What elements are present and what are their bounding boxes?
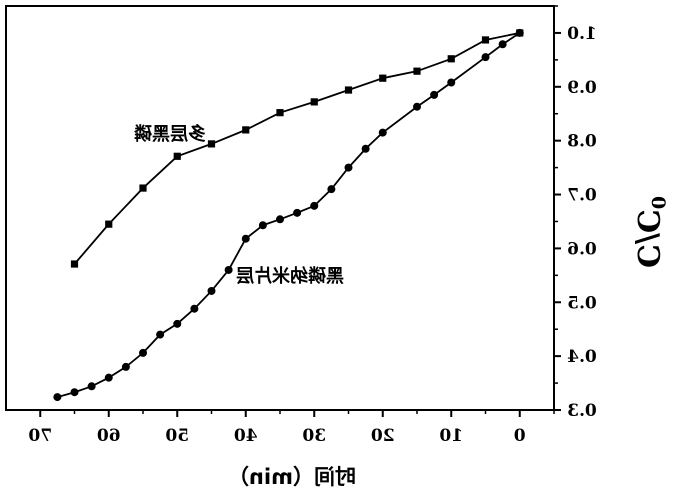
series-1-point — [378, 128, 387, 137]
series-0-point — [379, 74, 387, 82]
series-1-point — [70, 388, 79, 397]
series-1-point — [121, 362, 130, 371]
x-axis-ticks: 70 60 50 40 30 20 10 0 — [28, 410, 555, 446]
series-line-0 — [73, 32, 520, 265]
y-axis-ticks: 0.3 0.4 0.5 0.6 0.7 0.8 0.9 1.0 — [554, 5, 597, 421]
series-1-point — [327, 185, 336, 194]
series-0-point — [70, 260, 79, 268]
x-tick-label: 0 — [514, 426, 526, 446]
series-0-point — [344, 86, 353, 94]
series-1-point — [241, 234, 250, 243]
y-tick-label: 0.5 — [567, 293, 597, 313]
series-1-point — [173, 319, 182, 328]
series-1-point — [87, 382, 96, 391]
x-tick-label: 40 — [234, 426, 258, 446]
series-1-point — [310, 201, 319, 210]
series-label-multilayer: 多层黑磷 — [133, 123, 206, 145]
series-0-point — [207, 140, 216, 148]
series-0-point — [139, 184, 147, 192]
series-1-point — [481, 53, 490, 62]
series-0-point — [481, 36, 490, 44]
series-layer — [53, 28, 524, 402]
series-1-point — [498, 40, 507, 49]
series-1-point — [276, 215, 284, 224]
series-0-point — [276, 109, 284, 117]
x-tick-label: 10 — [439, 426, 463, 446]
series-0-point — [447, 55, 455, 63]
x-axis-title: 时间（min） — [228, 465, 356, 489]
series-1-point — [430, 90, 439, 99]
series-0-point — [242, 126, 250, 134]
series-1-point — [156, 330, 165, 339]
y-tick-label: 0.9 — [567, 78, 597, 98]
y-axis-title-main: C/C — [630, 209, 665, 268]
series-1-point — [413, 102, 421, 111]
series-1-point — [207, 286, 216, 295]
series-0-point — [105, 220, 113, 228]
series-1-point — [447, 78, 456, 87]
series-label-nanosheet: 黑磷纳米片层 — [236, 265, 344, 287]
series-0-point — [310, 98, 318, 106]
y-tick-label: 0.4 — [567, 347, 597, 367]
series-1-point — [293, 208, 302, 217]
y-axis-title-subscript: 0 — [647, 196, 669, 209]
y-tick-label: 0.6 — [567, 239, 597, 259]
series-0-point — [413, 67, 421, 75]
series-1-point — [515, 28, 524, 37]
series-1-point — [53, 393, 62, 402]
series-1-point — [190, 304, 199, 313]
x-tick-label: 30 — [302, 426, 326, 446]
y-tick-label: 0.7 — [567, 186, 597, 206]
svg-text:C/C0: C/C0 — [630, 196, 669, 268]
x-tick-label: 50 — [165, 426, 189, 446]
x-tick-label: 70 — [28, 426, 52, 446]
series-1-point — [104, 373, 113, 382]
series-1-point — [139, 348, 147, 357]
x-tick-label: 60 — [97, 426, 121, 446]
series-1-point — [224, 265, 233, 274]
y-tick-label: 1.0 — [567, 24, 597, 44]
y-tick-label: 0.3 — [567, 401, 597, 421]
series-line-1 — [57, 32, 521, 398]
x-tick-label: 20 — [371, 426, 395, 446]
y-axis-title: C/C0 — [630, 196, 669, 268]
y-tick-label: 0.8 — [567, 132, 597, 152]
series-1-point — [258, 221, 267, 230]
series-1-point — [344, 163, 353, 172]
series-0-point — [173, 152, 181, 160]
series-1-point — [361, 144, 370, 153]
